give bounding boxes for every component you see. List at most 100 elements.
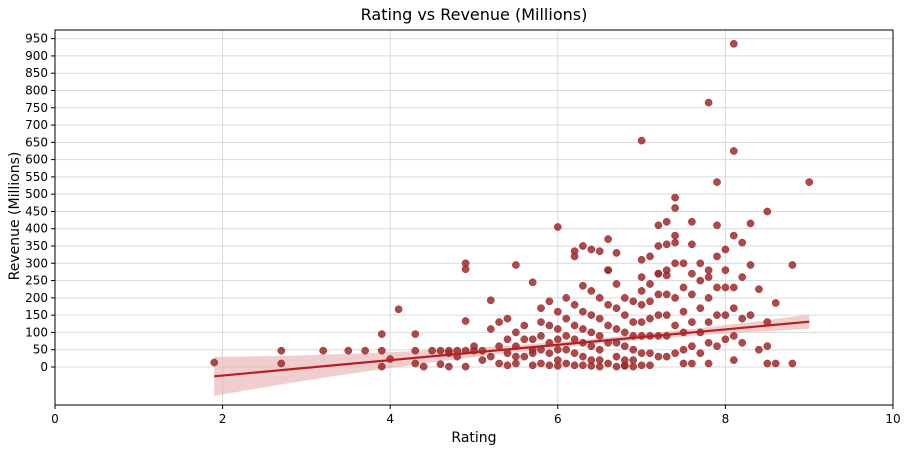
data-point: [704, 273, 713, 281]
y-tick-label: 650: [25, 135, 48, 149]
data-point: [411, 330, 420, 338]
y-ticks: 0 50 100 150 200 250 300 350 400 450 500 550 600 650 7…: [25, 32, 55, 374]
data-point: [411, 346, 420, 355]
data-point: [419, 362, 428, 371]
data-point: [486, 296, 495, 305]
data-point: [721, 311, 730, 319]
confidence-band-area: [214, 314, 810, 396]
data-point: [495, 318, 503, 326]
data-point: [436, 360, 445, 369]
data-point: [662, 352, 671, 361]
data-point: [637, 273, 646, 281]
data-point: [679, 307, 688, 316]
y-tick-label: 400: [25, 222, 48, 236]
data-point: [512, 261, 520, 269]
data-point: [277, 346, 286, 355]
data-point: [637, 361, 646, 370]
data-point: [729, 147, 738, 155]
data-point: [210, 358, 219, 367]
data-point: [461, 362, 470, 371]
data-point: [679, 345, 688, 354]
data-point: [537, 318, 545, 326]
data-point: [612, 352, 621, 361]
data-point: [587, 311, 596, 319]
data-point: [704, 266, 713, 275]
data-point: [604, 300, 612, 309]
y-tick-label: 900: [25, 49, 48, 63]
data-point: [587, 287, 596, 295]
data-point: [637, 287, 646, 295]
y-tick-label: 700: [25, 118, 48, 132]
y-tick-label: 950: [25, 32, 48, 46]
data-point: [771, 299, 780, 307]
data-point: [671, 238, 679, 247]
plot-frame: [54, 29, 894, 406]
trend-line: [214, 320, 810, 378]
data-point: [629, 345, 638, 354]
data-point: [528, 278, 537, 287]
data-point: [461, 317, 470, 325]
data-point: [688, 342, 696, 351]
data-point: [512, 359, 520, 368]
data-point: [704, 318, 713, 326]
data-point: [612, 325, 621, 333]
data-point: [503, 314, 512, 323]
data-point: [411, 359, 420, 368]
x-tick-label: 0: [51, 412, 59, 426]
y-axis-title: Revenue (Millions): [7, 152, 23, 281]
data-point: [319, 346, 328, 355]
x-tick-label: 2: [219, 412, 227, 426]
y-tick-label: 250: [25, 274, 48, 288]
data-point: [721, 335, 730, 344]
data-point: [646, 314, 654, 323]
y-tick-label: 450: [25, 204, 48, 218]
data-point: [361, 346, 369, 355]
data-point: [587, 362, 596, 370]
data-point: [637, 300, 646, 309]
data-point: [445, 362, 453, 371]
data-point: [729, 39, 738, 48]
data-point: [738, 273, 747, 281]
data-point: [570, 252, 579, 261]
x-tick-label: 4: [386, 412, 394, 426]
data-point: [671, 321, 679, 330]
data-point: [377, 346, 386, 355]
axes: [54, 29, 894, 406]
data-point: [713, 311, 721, 319]
data-point: [654, 269, 663, 278]
confidence-band: [214, 314, 810, 396]
data-point: [721, 283, 730, 292]
data-point: [579, 325, 587, 333]
data-point: [562, 294, 571, 302]
data-point: [696, 349, 705, 358]
data-point: [587, 342, 596, 351]
data-point: [604, 321, 612, 330]
data-point: [679, 283, 688, 292]
data-point: [553, 325, 562, 333]
data-point: [671, 259, 679, 268]
data-point: [436, 346, 445, 355]
points: [210, 39, 814, 371]
data-point: [637, 318, 646, 326]
chart-title: Rating vs Revenue (Millions): [361, 5, 588, 24]
data-point: [654, 352, 663, 361]
data-point: [570, 335, 579, 344]
data-point: [587, 328, 596, 337]
data-point: [662, 311, 671, 319]
data-point: [486, 352, 495, 361]
data-point: [713, 283, 721, 292]
data-point: [662, 290, 671, 299]
data-point: [696, 259, 705, 268]
data-point: [604, 359, 612, 368]
data-point: [495, 342, 503, 351]
data-point: [763, 359, 772, 368]
data-point: [620, 342, 629, 351]
y-tick-label: 200: [25, 291, 48, 305]
data-point: [746, 261, 755, 269]
data-point: [344, 346, 353, 355]
data-point: [620, 362, 629, 370]
data-point: [721, 245, 730, 254]
data-point: [729, 304, 738, 313]
y-tick-label: 350: [25, 239, 48, 253]
